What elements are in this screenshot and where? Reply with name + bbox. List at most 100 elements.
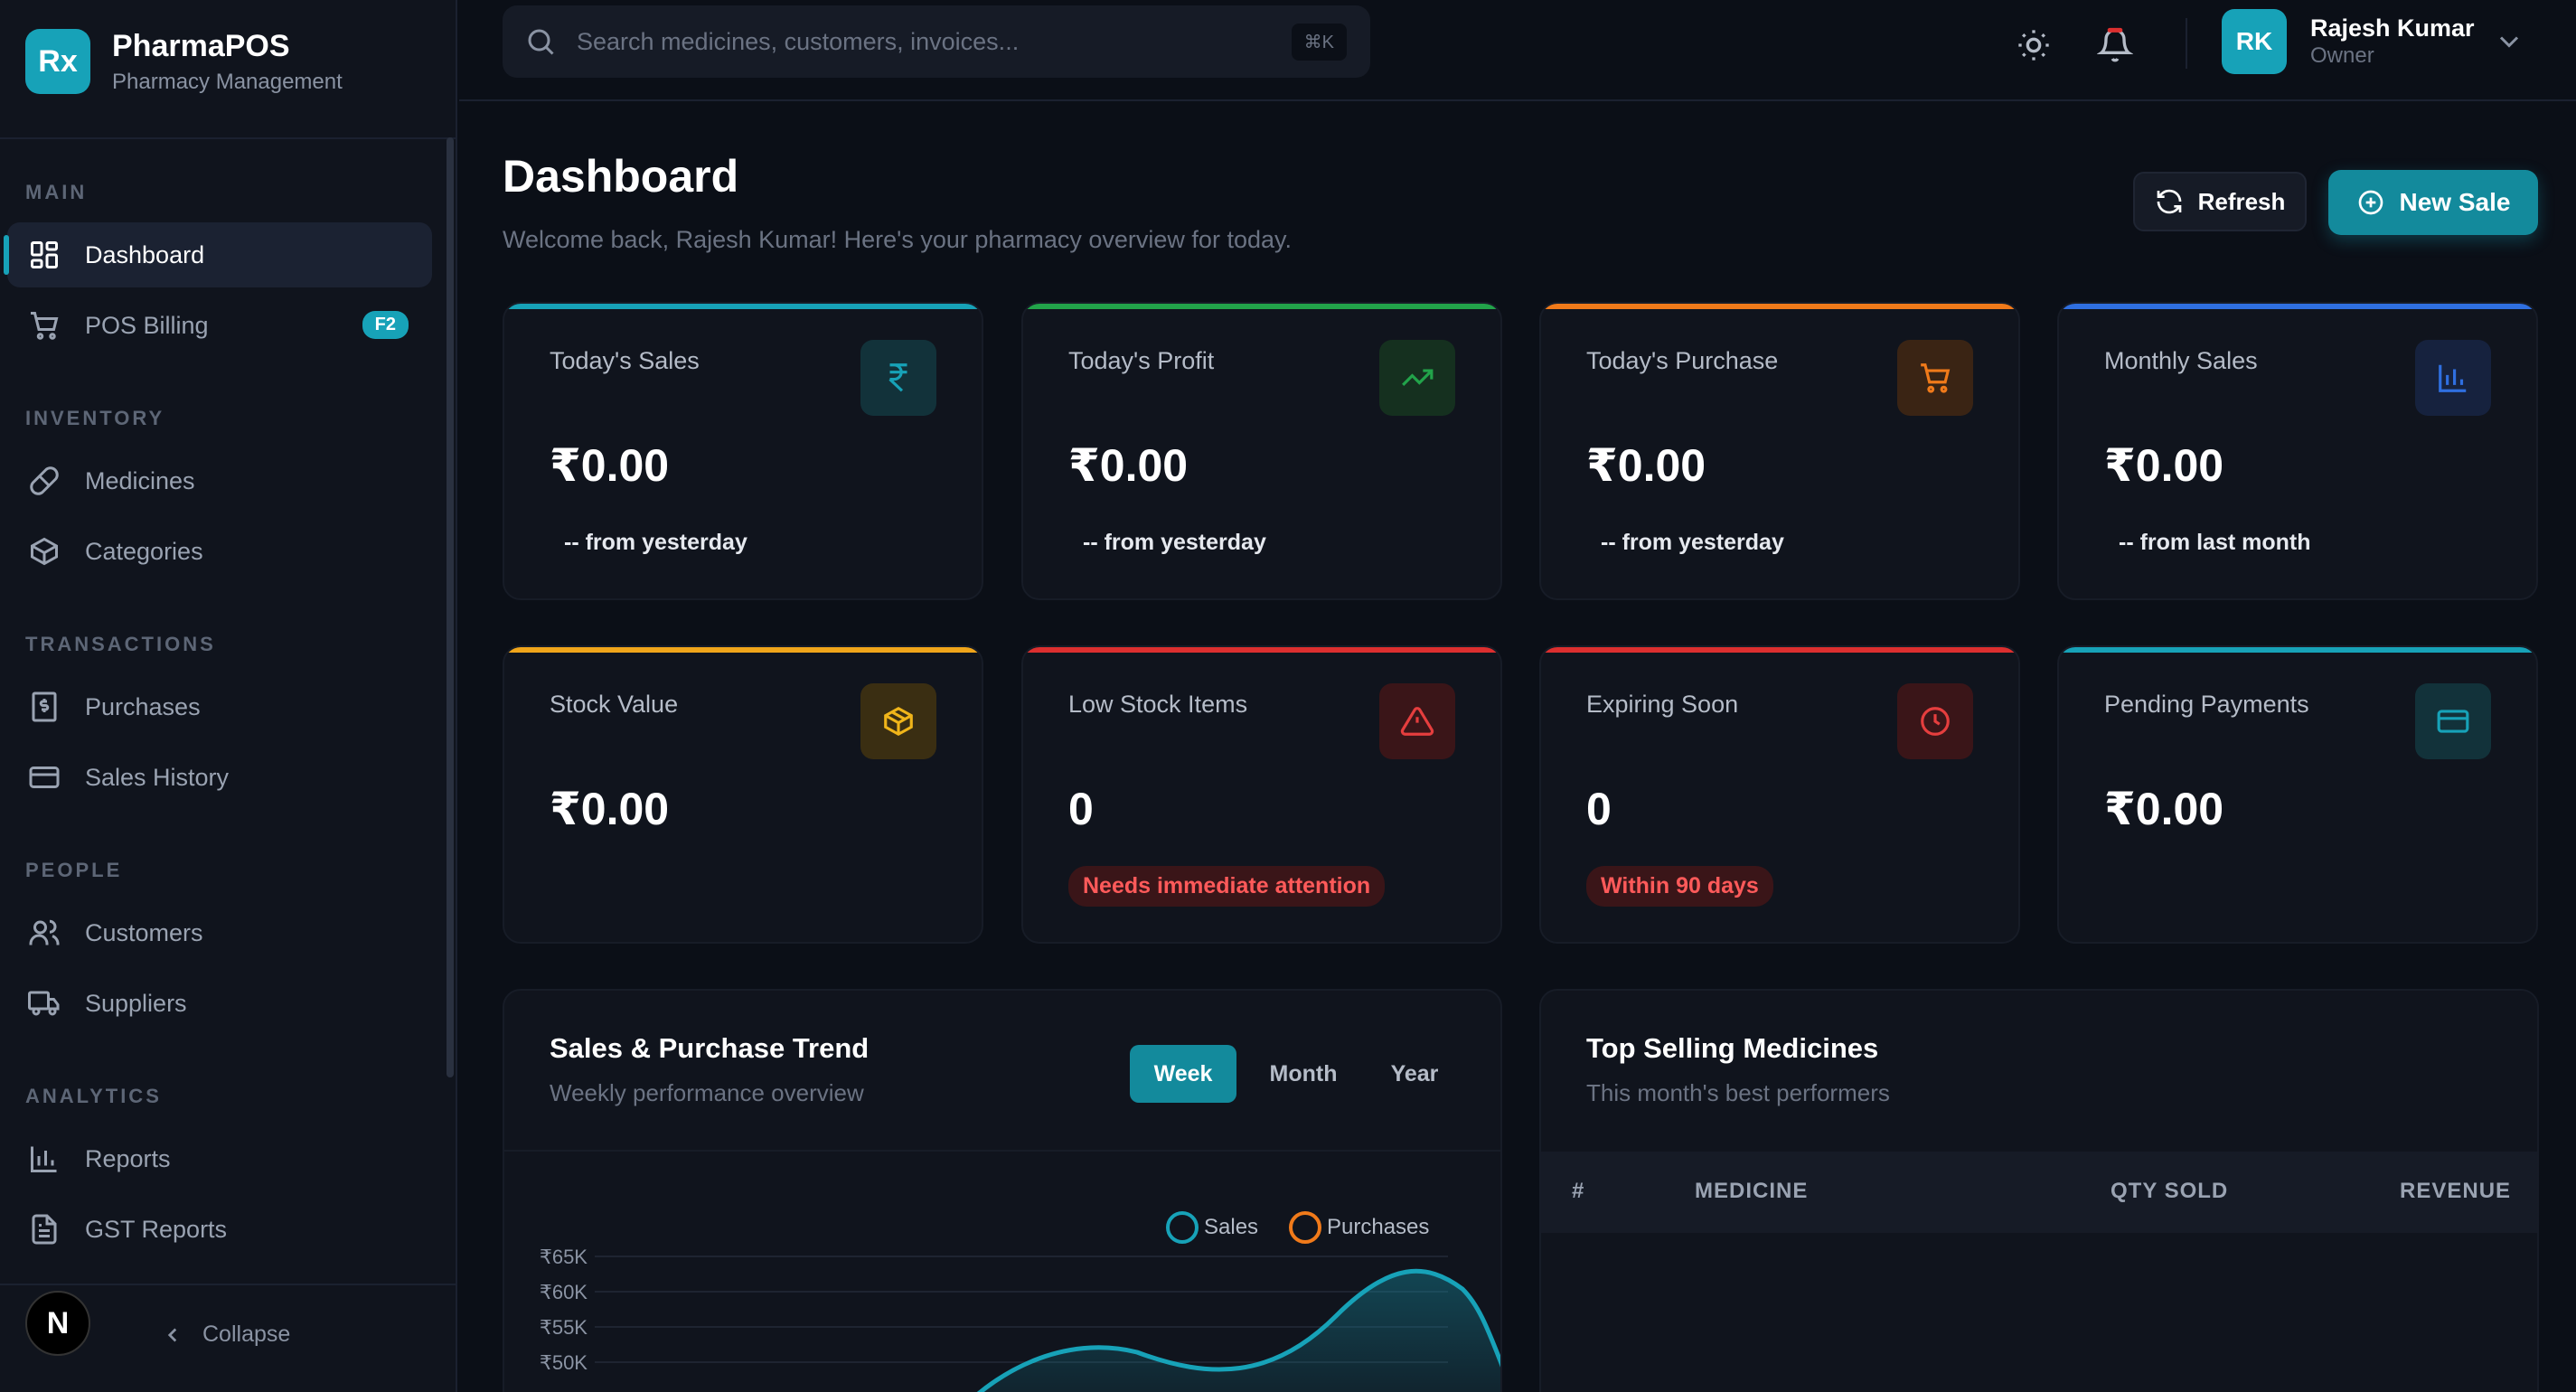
brand[interactable]: Rx PharmaPOS Pharmacy Management: [25, 27, 343, 96]
document-icon: [27, 1212, 61, 1246]
tab-week[interactable]: Week: [1130, 1045, 1236, 1103]
nav-section-inventory: INVENTORY: [25, 407, 165, 429]
legend-label: Purchases: [1327, 1215, 1430, 1239]
stat-value: 0: [1068, 784, 1094, 834]
card-accent-bar: [1023, 304, 1500, 309]
panel-title: Sales & Purchase Trend: [550, 1032, 870, 1064]
card-accent-bar: [504, 647, 982, 653]
page-title: Dashboard: [503, 151, 739, 202]
stat-label: Today's Profit: [1068, 347, 1215, 374]
stat-card-stock-value[interactable]: Stock Value ₹0.00: [503, 645, 983, 944]
stat-card-monthly-sales[interactable]: Monthly Sales ₹0.00 -- from last month: [2057, 302, 2538, 600]
sidebar-item-label: Reports: [85, 1144, 171, 1172]
sidebar-item-medicines[interactable]: Medicines: [7, 448, 432, 513]
sales-trend-panel: Sales & Purchase Trend Weekly performanc…: [503, 989, 1502, 1392]
clock-icon: [1897, 683, 1973, 759]
sidebar-item-label: Dashboard: [85, 240, 205, 268]
sidebar-item-label: Suppliers: [85, 989, 187, 1017]
column-header-rank[interactable]: #: [1572, 1179, 1585, 1203]
trend-chart: ₹65K ₹60K ₹55K ₹50K: [540, 1246, 1500, 1392]
status-badge: Within 90 days: [1586, 866, 1773, 907]
tab-year[interactable]: Year: [1390, 1060, 1439, 1086]
y-tick-label: ₹65K: [540, 1246, 588, 1268]
y-tick-label: ₹55K: [540, 1316, 588, 1339]
stat-card-expiring-soon[interactable]: Expiring Soon 0 Within 90 days: [1539, 645, 2020, 944]
status-badge: Needs immediate attention: [1068, 866, 1386, 907]
box-icon: [27, 534, 61, 569]
collapse-label: Collapse: [202, 1321, 291, 1347]
sidebar-item-gst-reports[interactable]: GST Reports: [7, 1197, 432, 1262]
rupee-icon: [860, 340, 936, 416]
stat-footnote: -- from yesterday: [564, 530, 747, 555]
stat-value: 0: [1586, 784, 1612, 834]
column-header-revenue[interactable]: REVENUE: [2400, 1179, 2512, 1203]
sidebar-scrollbar[interactable]: [447, 137, 454, 1077]
search-shortcut: ⌘K: [1291, 24, 1347, 61]
y-tick-label: ₹60K: [540, 1281, 588, 1303]
card-accent-bar: [504, 304, 982, 309]
sun-icon: [2018, 30, 2049, 61]
stat-value: ₹0.00: [550, 440, 670, 491]
user-role: Owner: [2310, 43, 2374, 68]
refresh-button[interactable]: Refresh: [2133, 172, 2307, 231]
nav-section-analytics: ANALYTICS: [25, 1085, 162, 1107]
card-accent-bar: [1023, 647, 1500, 653]
stat-card-todays-profit[interactable]: Today's Profit ₹0.00 -- from yesterday: [1021, 302, 1502, 600]
collapse-button[interactable]: Collapse: [161, 1321, 290, 1348]
chevron-left-icon: [167, 1328, 177, 1341]
user-name[interactable]: Rajesh Kumar: [2310, 14, 2475, 42]
refresh-label: Refresh: [2197, 187, 2286, 215]
notifications-button[interactable]: [2093, 24, 2137, 67]
sidebar-item-customers[interactable]: Customers: [7, 900, 432, 965]
legend-swatch: [1166, 1211, 1199, 1244]
nav-section-people: PEOPLE: [25, 859, 123, 881]
truck-icon: [27, 986, 61, 1020]
chevron-down-icon[interactable]: [2493, 25, 2525, 58]
sidebar-item-purchases[interactable]: Purchases: [7, 674, 432, 739]
legend-sales[interactable]: Sales: [1166, 1211, 1258, 1244]
card-accent-bar: [2059, 647, 2536, 653]
sidebar-item-categories[interactable]: Categories: [7, 519, 432, 584]
stat-value: ₹0.00: [1586, 440, 1706, 491]
stat-card-todays-purchase[interactable]: Today's Purchase ₹0.00 -- from yesterday: [1539, 302, 2020, 600]
stat-label: Expiring Soon: [1586, 691, 1739, 718]
receipt-icon: [27, 690, 61, 724]
sidebar-item-sales-history[interactable]: Sales History: [7, 745, 432, 810]
y-tick-label: ₹50K: [540, 1351, 588, 1374]
stat-value: ₹0.00: [2104, 440, 2224, 491]
search-box[interactable]: ⌘K: [503, 5, 1370, 78]
sidebar-item-dashboard[interactable]: Dashboard: [4, 222, 432, 287]
bell-icon: [2097, 27, 2133, 62]
legend-purchases[interactable]: Purchases: [1289, 1211, 1429, 1244]
sidebar-item-suppliers[interactable]: Suppliers: [7, 971, 432, 1036]
users-icon: [27, 916, 61, 950]
stat-footnote: -- from yesterday: [1083, 530, 1266, 555]
refresh-icon: [2157, 189, 2181, 214]
column-header-medicine[interactable]: MEDICINE: [1695, 1179, 1809, 1203]
search-input[interactable]: [577, 27, 1282, 56]
stat-footnote: -- from yesterday: [1601, 530, 1784, 555]
bar-chart-icon: [27, 1142, 61, 1176]
sidebar-item-label: Sales History: [85, 763, 230, 791]
topbar-divider: [2186, 18, 2187, 69]
bar-chart-icon: [2415, 340, 2491, 416]
user-avatar[interactable]: RK: [2222, 9, 2287, 74]
stat-card-pending-payments[interactable]: Pending Payments ₹0.00: [2057, 645, 2538, 944]
sidebar-item-pos-billing[interactable]: POS Billing F2: [7, 293, 432, 358]
tab-month[interactable]: Month: [1269, 1060, 1338, 1086]
pill-icon: [27, 464, 61, 498]
credit-card-icon: [2415, 683, 2491, 759]
sidebar-footer-divider: [0, 1284, 457, 1285]
stat-card-low-stock[interactable]: Low Stock Items 0 Needs immediate attent…: [1021, 645, 1502, 944]
legend-label: Sales: [1204, 1215, 1259, 1239]
sales-area: [980, 1271, 1500, 1392]
sidebar-item-reports[interactable]: Reports: [7, 1126, 432, 1191]
stat-card-todays-sales[interactable]: Today's Sales ₹0.00 -- from yesterday: [503, 302, 983, 600]
sidebar-item-label: Customers: [85, 918, 203, 946]
theme-toggle-button[interactable]: [2012, 24, 2055, 67]
new-sale-button[interactable]: New Sale: [2328, 170, 2538, 235]
footer-avatar[interactable]: N: [25, 1291, 90, 1356]
brand-logo: Rx: [25, 29, 90, 94]
column-header-qty-sold[interactable]: QTY SOLD: [2111, 1179, 2229, 1203]
topbar: ⌘K RK Rajesh Kumar Owner: [459, 0, 2576, 101]
